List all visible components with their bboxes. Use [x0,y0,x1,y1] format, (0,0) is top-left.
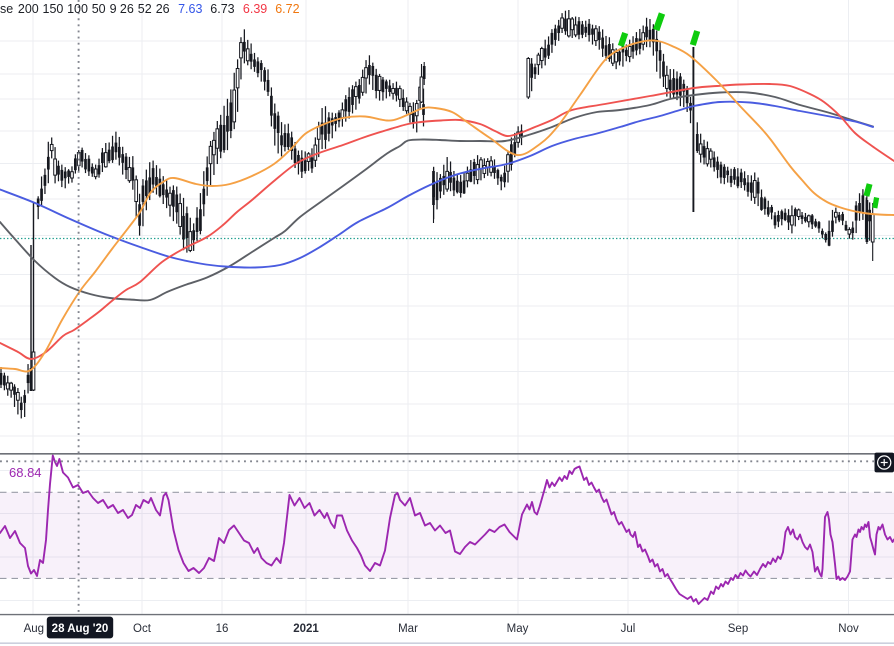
svg-text:2021: 2021 [293,623,319,635]
svg-text:200: 200 [18,2,39,16]
svg-text:6.39: 6.39 [243,2,267,16]
svg-text:May: May [507,623,529,635]
svg-text:16: 16 [216,623,229,635]
svg-text:26: 26 [120,2,134,16]
svg-text:50: 50 [92,2,106,16]
svg-text:9: 9 [110,2,117,16]
svg-text:100: 100 [67,2,88,16]
svg-text:6.72: 6.72 [275,2,299,16]
svg-text:se: se [0,2,13,16]
svg-text:Aug: Aug [24,623,44,635]
svg-text:26: 26 [156,2,170,16]
svg-text:68.84: 68.84 [9,465,42,480]
svg-text:Mar: Mar [398,623,418,635]
svg-text:52: 52 [138,2,152,16]
svg-text:Oct: Oct [133,623,152,635]
svg-text:Nov: Nov [838,623,859,635]
svg-text:Sep: Sep [728,623,748,635]
svg-text:6.73: 6.73 [210,2,234,16]
svg-text:28 Aug '20: 28 Aug '20 [52,623,109,635]
svg-text:7.63: 7.63 [178,2,202,16]
svg-text:150: 150 [43,2,64,16]
svg-text:Jul: Jul [621,623,636,635]
